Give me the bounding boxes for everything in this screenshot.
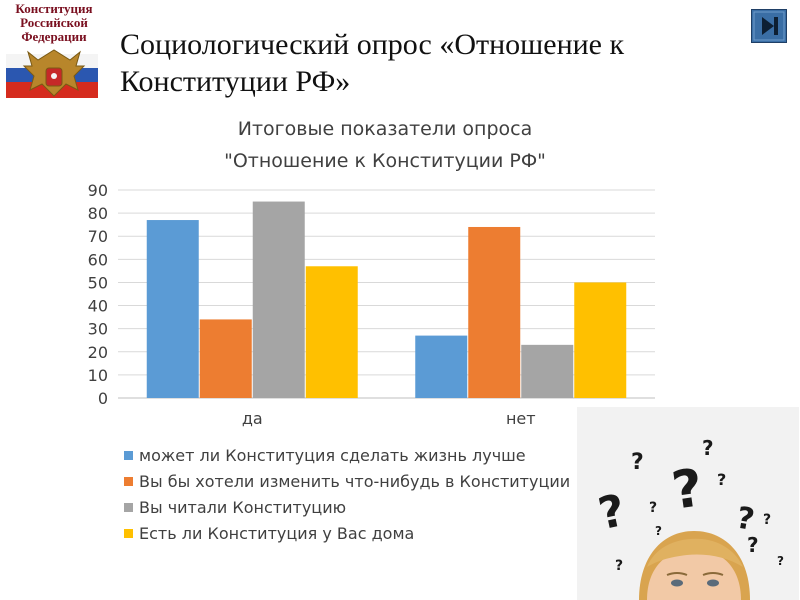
y-tick-label: 90 bbox=[88, 181, 108, 200]
svg-text:?: ? bbox=[734, 500, 757, 537]
legend-swatch bbox=[124, 450, 133, 460]
x-tick-label: да bbox=[242, 409, 263, 428]
legend-swatch bbox=[124, 502, 133, 512]
bar bbox=[521, 344, 574, 398]
legend-label: Вы читали Конституцию bbox=[139, 497, 347, 517]
slide-title: Социологический опрос «Отношение к Конст… bbox=[120, 26, 740, 100]
play-next-icon bbox=[751, 9, 787, 43]
svg-text:?: ? bbox=[747, 533, 759, 557]
legend-label: может ли Конституция сделать жизнь лучше bbox=[139, 445, 526, 465]
bar bbox=[252, 201, 305, 398]
question-marks-illustration: ? ? ? ? ? ? ? ? ? ? ? ? bbox=[577, 407, 799, 600]
slide-title-line-2: Конституции РФ» bbox=[120, 65, 351, 98]
y-tick-label: 70 bbox=[88, 227, 108, 246]
legend-swatch bbox=[124, 476, 133, 486]
slide-title-line-1: Социологический опрос «Отношение к bbox=[120, 28, 625, 61]
bar bbox=[468, 226, 521, 398]
y-tick-label: 40 bbox=[88, 297, 108, 316]
svg-text:?: ? bbox=[702, 436, 714, 460]
y-tick-label: 30 bbox=[88, 320, 108, 339]
logo-line-3: Федерации bbox=[21, 29, 87, 44]
legend-label: Вы бы хотели изменить что-нибудь в Конст… bbox=[139, 471, 571, 491]
y-tick-label: 50 bbox=[88, 273, 108, 292]
logo-line-1: Конституция bbox=[15, 1, 93, 16]
chart-subtitle: "Отношение к Конституции РФ" bbox=[224, 150, 546, 172]
chart-title: Итоговые показатели опроса bbox=[237, 118, 533, 140]
bar bbox=[199, 319, 252, 398]
x-tick-label: нет bbox=[506, 409, 536, 428]
constitution-logo: Конституция Российской Федерации bbox=[4, 2, 104, 110]
y-tick-label: 0 bbox=[98, 389, 108, 408]
svg-text:?: ? bbox=[631, 450, 644, 475]
next-slide-button[interactable] bbox=[751, 9, 787, 43]
legend-item: может ли Конституция сделать жизнь лучше bbox=[124, 442, 644, 468]
svg-text:?: ? bbox=[655, 524, 662, 538]
logo-text: Конституция Российской Федерации bbox=[4, 2, 104, 44]
svg-text:?: ? bbox=[717, 470, 726, 489]
bar bbox=[415, 335, 468, 398]
bar bbox=[305, 266, 358, 398]
y-tick-label: 20 bbox=[88, 343, 108, 362]
legend-label: Есть ли Конституция у Вас дома bbox=[139, 523, 415, 543]
legend-item: Вы читали Конституцию bbox=[124, 494, 644, 520]
flag-and-emblem-icon bbox=[6, 49, 98, 98]
y-tick-label: 60 bbox=[88, 250, 108, 269]
y-tick-label: 80 bbox=[88, 204, 108, 223]
legend-swatch bbox=[124, 528, 133, 538]
bar bbox=[146, 220, 199, 398]
svg-text:?: ? bbox=[777, 554, 784, 568]
svg-text:?: ? bbox=[615, 558, 623, 574]
svg-text:?: ? bbox=[649, 500, 657, 516]
chart-legend: может ли Конституция сделать жизнь лучше… bbox=[124, 442, 644, 546]
logo-line-2: Российской bbox=[20, 15, 88, 30]
legend-item: Вы бы хотели изменить что-нибудь в Конст… bbox=[124, 468, 644, 494]
legend-item: Есть ли Конституция у Вас дома bbox=[124, 520, 644, 546]
y-tick-label: 10 bbox=[88, 366, 108, 385]
bar bbox=[574, 282, 627, 398]
svg-text:?: ? bbox=[763, 512, 771, 528]
